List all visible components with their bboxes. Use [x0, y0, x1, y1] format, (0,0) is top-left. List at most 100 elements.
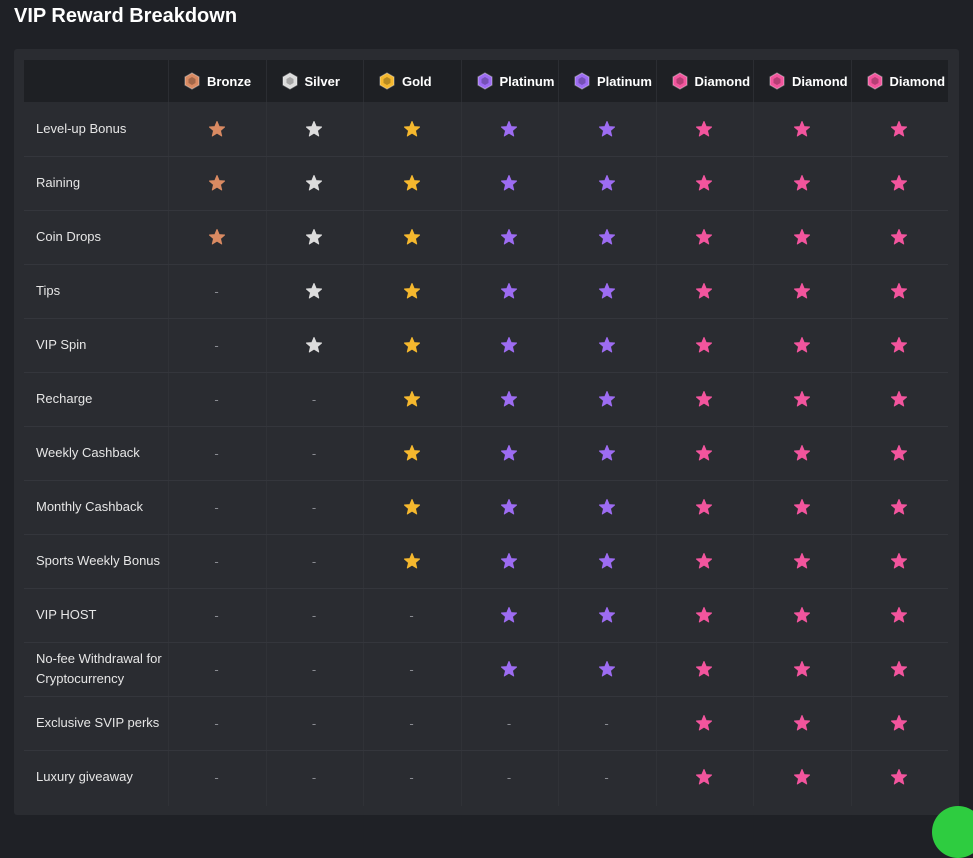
star — [403, 499, 420, 515]
star-cell — [558, 372, 655, 426]
star-cell — [558, 426, 655, 480]
star — [598, 445, 615, 461]
row-line — [24, 426, 948, 427]
row-label: Weekly Cashback — [36, 445, 140, 460]
star-cell — [851, 642, 948, 696]
column-line — [655, 102, 657, 806]
star-cell — [461, 156, 558, 210]
star — [598, 499, 615, 515]
tier-icon — [476, 72, 493, 90]
star — [403, 283, 420, 299]
star-cell — [656, 480, 753, 534]
star — [891, 445, 907, 461]
star — [403, 337, 420, 353]
star-cell — [461, 102, 558, 156]
dash-cell: - — [311, 661, 317, 677]
star — [891, 769, 907, 785]
star-cell — [656, 642, 753, 696]
star-cell — [753, 372, 850, 426]
star — [891, 337, 907, 353]
star — [891, 715, 907, 731]
row-label: No-fee Withdrawal for Cryptocurrency — [36, 651, 162, 686]
star — [696, 283, 712, 299]
dash-cell: - — [214, 391, 219, 407]
star-cell — [851, 426, 948, 480]
star-cell — [363, 210, 460, 264]
dash-cell: - — [604, 715, 609, 731]
star-cell — [851, 480, 948, 534]
star-cell — [753, 318, 850, 372]
star — [598, 607, 615, 623]
row-label: VIP HOST — [36, 607, 97, 622]
star-cell — [753, 156, 850, 210]
star — [306, 121, 322, 137]
star-cell — [558, 534, 655, 588]
star-cell — [851, 318, 948, 372]
row-label: Tips — [36, 283, 61, 298]
star-cell — [461, 588, 558, 642]
star — [891, 661, 907, 677]
star-cell — [753, 102, 850, 156]
star — [793, 769, 810, 785]
chat-button[interactable] — [932, 806, 973, 858]
star — [891, 121, 907, 137]
star — [696, 229, 712, 245]
row-label: Level-up Bonus — [36, 121, 127, 136]
tier-header: Diamond II — [753, 60, 852, 102]
tier-header: Diamond III — [850, 60, 949, 102]
tier-icon — [769, 72, 785, 90]
dash-cell: - — [214, 445, 219, 461]
star — [306, 229, 322, 245]
dash-cell: - — [311, 769, 317, 785]
star-cell — [558, 480, 655, 534]
star-cell — [461, 264, 558, 318]
row-label: Monthly Cashback — [36, 499, 143, 514]
star — [696, 175, 712, 191]
dash-cell: - — [409, 769, 414, 785]
row-label: Exclusive SVIP perks — [36, 715, 160, 730]
star-cell — [851, 210, 948, 264]
dash-cell: - — [214, 499, 219, 515]
star — [793, 175, 810, 191]
star-cell — [656, 750, 753, 804]
star-cell — [753, 210, 850, 264]
star — [403, 175, 420, 191]
star-cell — [558, 102, 655, 156]
star-cell — [363, 156, 460, 210]
dash-cell: - — [409, 715, 414, 731]
tier-name: Gold — [402, 73, 432, 89]
star — [501, 445, 517, 461]
star — [793, 121, 810, 137]
star — [891, 607, 907, 623]
star-cell — [363, 534, 460, 588]
star-cell — [851, 588, 948, 642]
dash-cell: - — [311, 607, 317, 623]
tier-name: Silver — [304, 73, 340, 89]
star — [598, 553, 615, 569]
star — [793, 607, 810, 623]
star — [501, 661, 517, 677]
row-line — [24, 318, 948, 319]
star-cell — [656, 588, 753, 642]
star — [696, 337, 712, 353]
star-cell — [363, 264, 460, 318]
dash-cell: - — [214, 337, 219, 353]
star-cell — [168, 102, 265, 156]
star — [793, 283, 810, 299]
column-line — [168, 102, 169, 806]
star — [501, 607, 517, 623]
row-label: Luxury giveaway — [36, 769, 133, 784]
row-label: Raining — [36, 175, 81, 190]
star — [793, 715, 810, 731]
tier-icon — [671, 72, 688, 90]
star — [403, 391, 420, 407]
column-line — [558, 102, 559, 806]
star — [696, 715, 712, 731]
star-cell — [753, 588, 850, 642]
star-cell — [266, 210, 363, 264]
star — [696, 769, 712, 785]
row-line — [24, 372, 948, 373]
star — [598, 283, 615, 299]
star-cell — [266, 156, 363, 210]
star — [793, 553, 810, 569]
